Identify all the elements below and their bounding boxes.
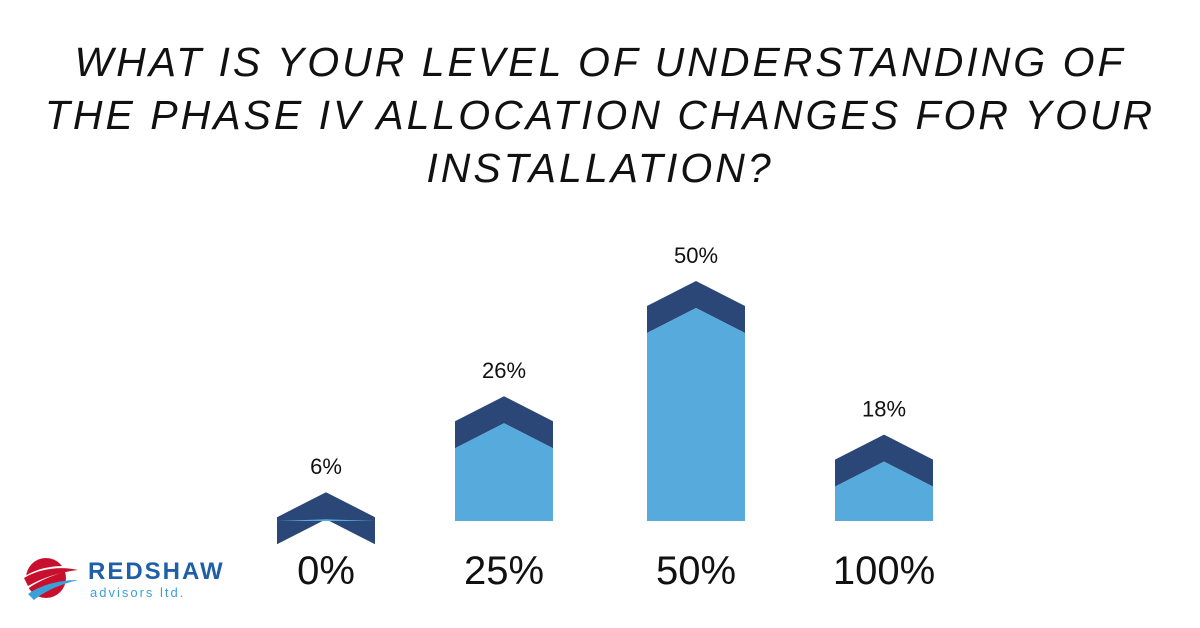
category-label: 50% [656,549,736,593]
bar-value-label: 18% [862,397,906,422]
swoosh-logo-icon [20,558,80,600]
bar-cap [835,434,933,487]
bar-cap [277,492,375,545]
bar-cap [455,396,553,449]
bar [455,423,553,521]
bar-value-label: 26% [482,358,526,383]
logo-name: REDSHAW [88,558,225,585]
logo-tagline: advisors ltd. [90,585,186,600]
category-label: 25% [464,549,544,593]
category-label: 0% [297,549,355,593]
chart-title: WHAT IS YOUR LEVEL OF UNDERSTANDING OF T… [44,39,1156,191]
bar-cap [647,281,745,333]
redshaw-logo: REDSHAW advisors ltd. [18,550,238,610]
bar [647,308,745,521]
category-label: 100% [833,549,935,593]
bar [277,519,375,521]
bar-value-label: 6% [310,454,342,479]
bar-value-label: 50% [674,243,718,268]
bar [835,461,933,521]
